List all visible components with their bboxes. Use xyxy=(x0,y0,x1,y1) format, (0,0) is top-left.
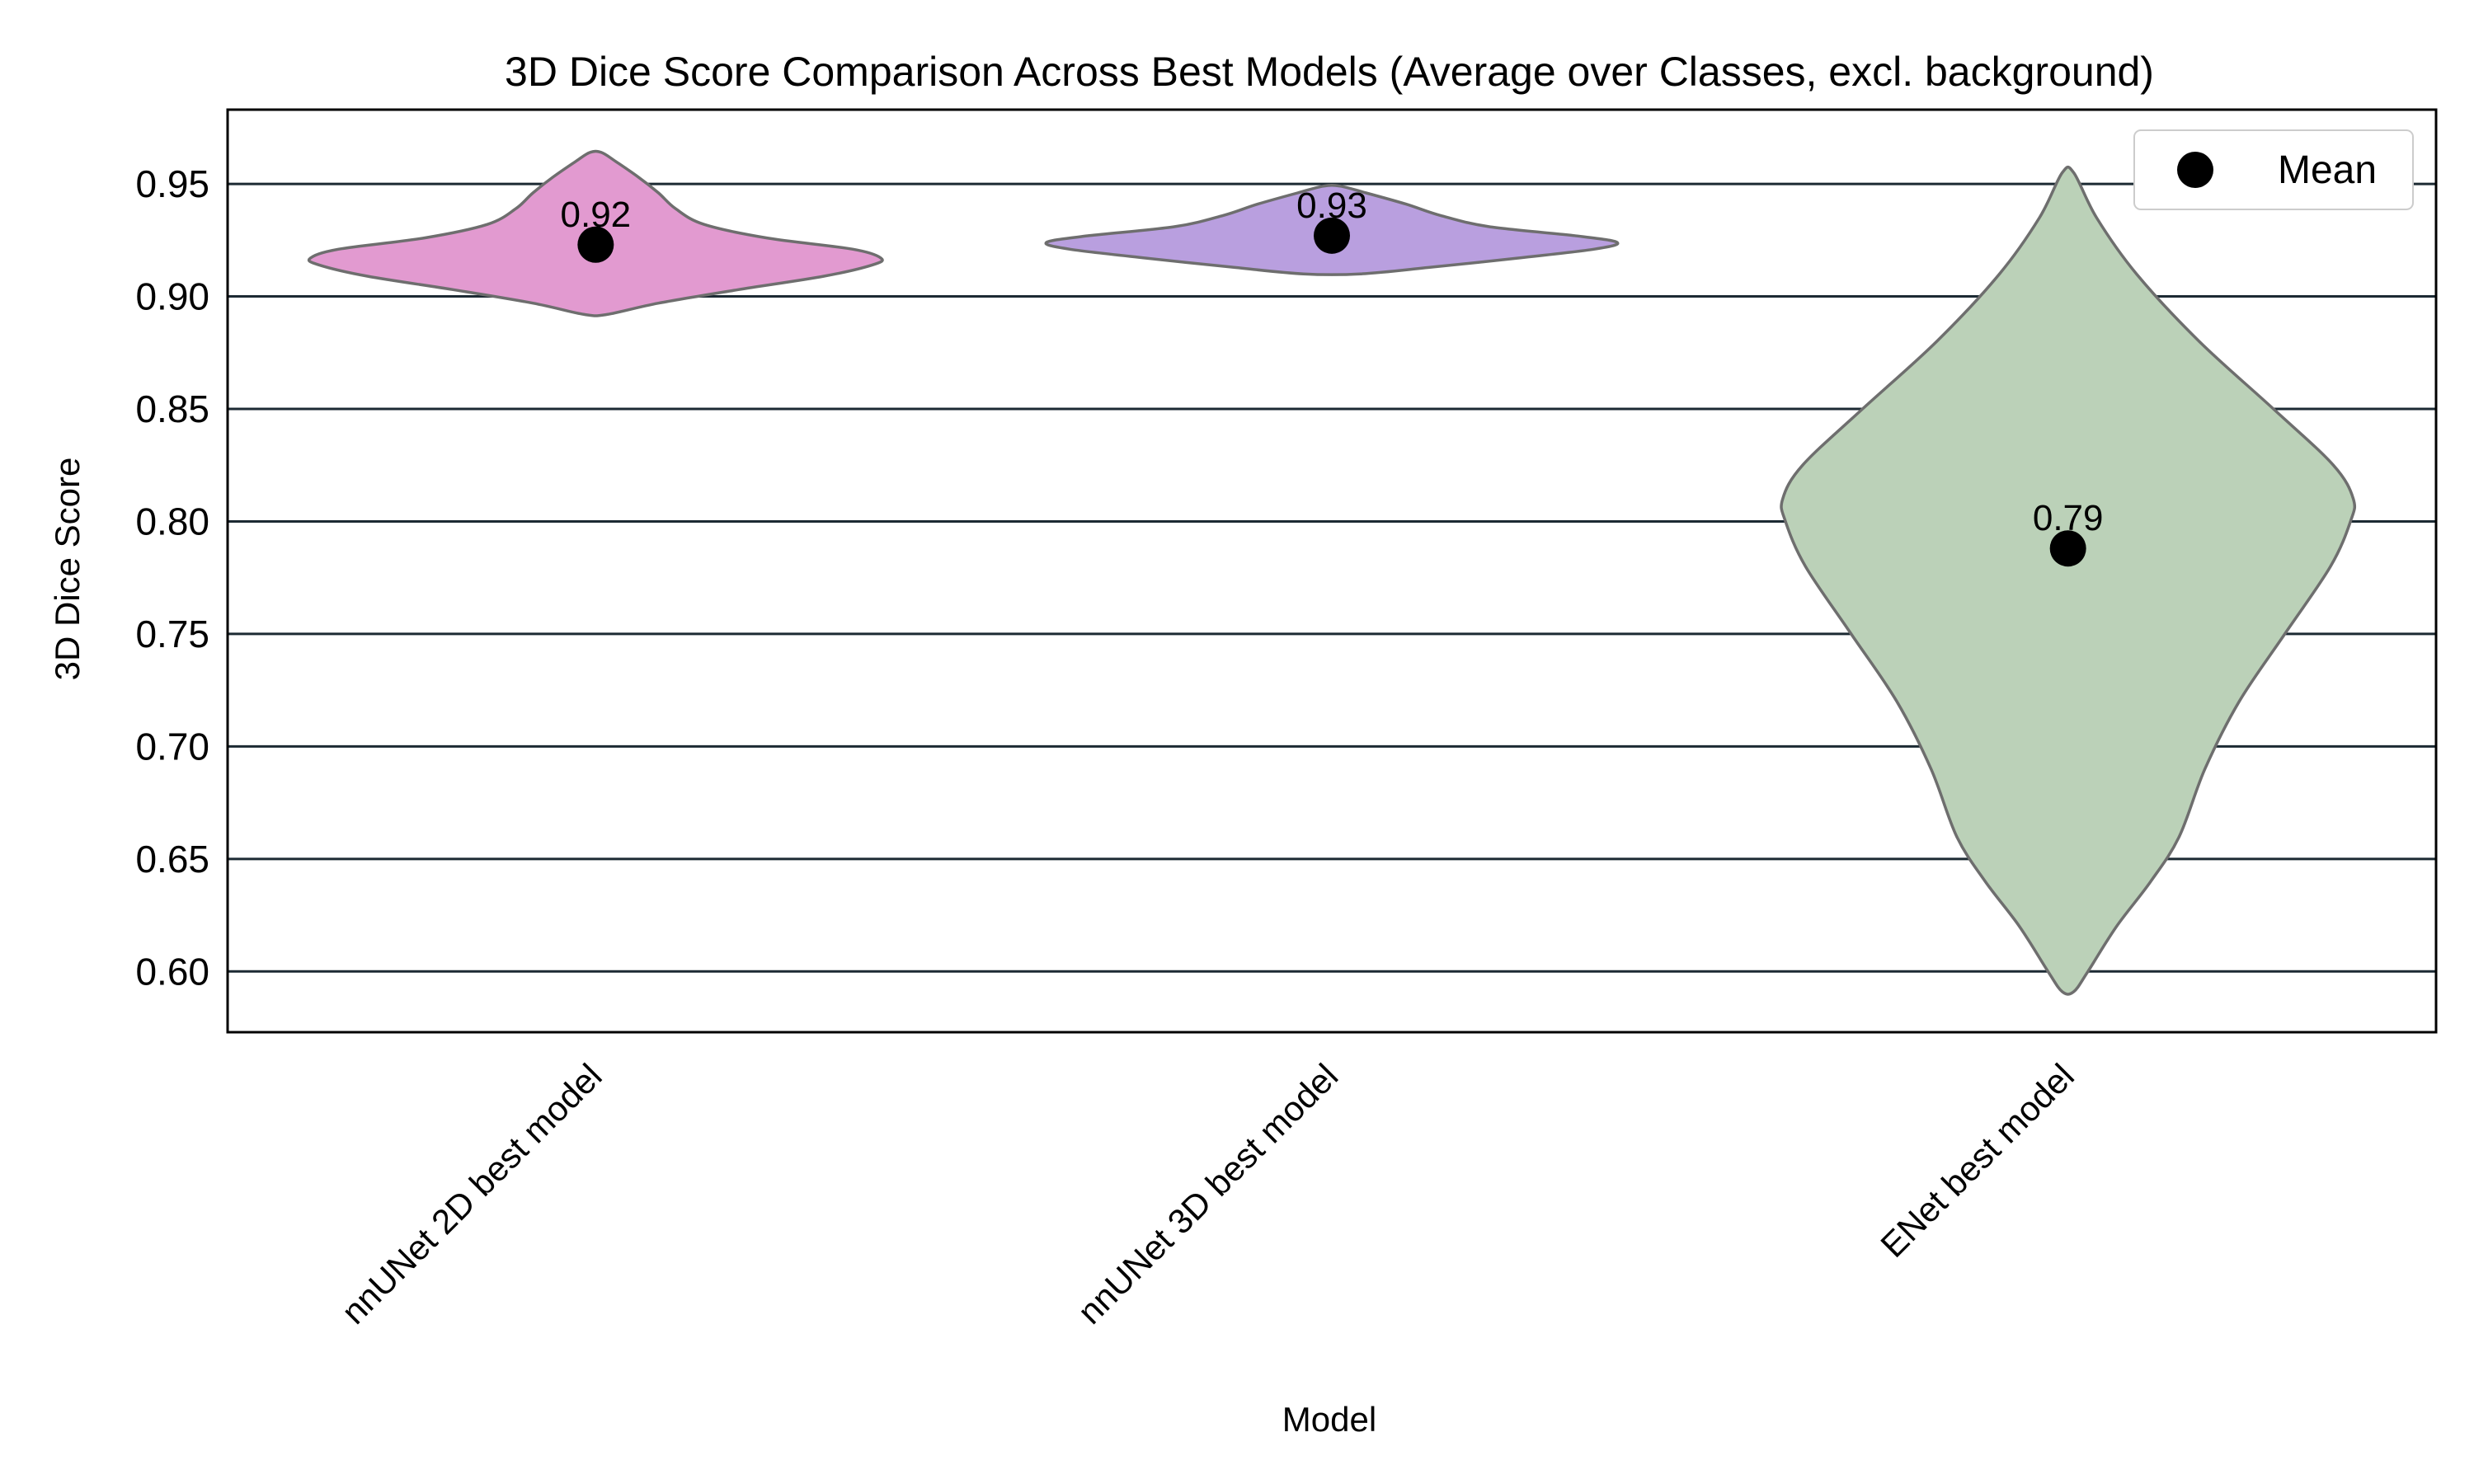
chart-title: 3D Dice Score Comparison Across Best Mod… xyxy=(505,49,2154,95)
plot-frame xyxy=(226,108,2438,1034)
y-tick-label: 0.75 xyxy=(135,613,209,655)
y-tick-label: 0.85 xyxy=(135,387,209,430)
violins xyxy=(307,149,2357,996)
y-tick-label: 0.90 xyxy=(135,275,209,318)
y-tick-label: 0.80 xyxy=(135,500,209,542)
violin xyxy=(1780,165,2357,996)
x-tick-label: nnUNet 2D best model xyxy=(334,1056,609,1331)
y-tick-label: 0.65 xyxy=(135,838,209,881)
y-tick-label: 0.95 xyxy=(135,162,209,205)
legend-mean-label: Mean xyxy=(2278,148,2377,192)
y-tick-labels: 0.60 0.65 0.70 0.75 0.80 0.85 0.90 0.95 xyxy=(135,162,209,993)
y-tick-label: 0.60 xyxy=(135,950,209,993)
mean-value-label: 0.92 xyxy=(561,195,632,235)
x-tick-label: ENet best model xyxy=(1873,1056,2081,1265)
x-axis-label: Model xyxy=(1282,1400,1376,1439)
mean-value-label: 0.93 xyxy=(1296,186,1367,226)
y-tick-label: 0.70 xyxy=(135,725,209,768)
x-tick-labels: nnUNet 2D best model nnUNet 3D best model… xyxy=(334,1056,2081,1331)
mean-markers: 0.92 0.93 0.79 xyxy=(561,186,2104,567)
mean-marker xyxy=(1314,217,1350,254)
legend-mean-marker xyxy=(2177,152,2213,188)
legend: Mean xyxy=(2133,129,2414,210)
mean-marker xyxy=(2049,530,2086,567)
legend-box xyxy=(2133,129,2414,210)
x-tick-label: nnUNet 3D best model xyxy=(1070,1056,1346,1331)
mean-marker xyxy=(577,226,614,263)
y-axis-label: 3D Dice Score xyxy=(48,458,87,681)
mean-value-label: 0.79 xyxy=(2033,498,2104,538)
